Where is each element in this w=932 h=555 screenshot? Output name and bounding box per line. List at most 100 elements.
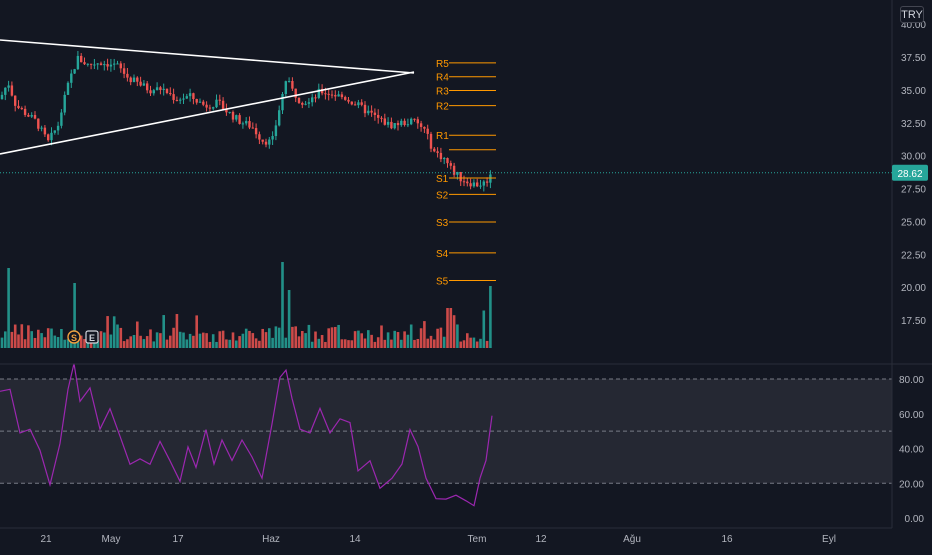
event-marker-circle xyxy=(67,330,81,344)
candle-body xyxy=(241,123,245,125)
candle-body xyxy=(320,88,324,94)
candle-body xyxy=(7,85,10,88)
candle-body xyxy=(192,93,195,100)
volume-bar xyxy=(439,327,443,348)
candle-body xyxy=(294,88,297,98)
volume-bar xyxy=(149,329,152,348)
candle-body xyxy=(185,96,188,99)
currency-button[interactable]: TRY xyxy=(900,6,924,23)
volume-bar xyxy=(301,331,304,348)
volume-bar xyxy=(231,332,235,348)
candle-body xyxy=(106,64,109,67)
volume-bar xyxy=(33,337,37,348)
event-marker-e[interactable]: E xyxy=(85,330,99,344)
candle-body xyxy=(159,87,162,90)
candle-body xyxy=(377,114,380,118)
candle-body xyxy=(390,121,393,129)
candle-body xyxy=(489,174,492,183)
volume-bar xyxy=(340,339,344,348)
candle-body xyxy=(56,125,60,131)
candle-body xyxy=(162,88,165,90)
volume-bar xyxy=(459,341,462,348)
candle-body xyxy=(43,127,47,135)
pivot-label: R5 xyxy=(436,59,449,70)
volume-bar xyxy=(103,332,106,348)
volume-bar xyxy=(327,328,330,348)
candle-body xyxy=(258,134,261,140)
candle-body xyxy=(314,97,317,99)
volume-bar xyxy=(479,338,482,348)
volume-bar xyxy=(63,339,66,348)
candle-body xyxy=(426,128,429,134)
candle-body xyxy=(63,94,66,113)
volume-bar xyxy=(254,338,258,348)
volume-bar xyxy=(86,340,90,348)
volume-bars xyxy=(0,262,492,348)
candle-body xyxy=(142,83,146,86)
candle-body xyxy=(221,100,225,110)
candle-body xyxy=(436,151,439,153)
volume-bar xyxy=(96,340,99,348)
candle-body xyxy=(14,95,17,106)
volume-bar xyxy=(178,331,182,348)
candle-body xyxy=(297,97,301,103)
volume-bar xyxy=(264,332,268,348)
volume-bar xyxy=(66,339,70,348)
candle-body xyxy=(179,99,182,101)
candle-body xyxy=(149,90,152,94)
volume-bar xyxy=(43,337,47,348)
candle-body xyxy=(337,94,340,97)
candle-body xyxy=(423,126,426,129)
candle-body xyxy=(340,94,344,98)
candle-body xyxy=(132,77,136,83)
volume-bar xyxy=(155,332,159,348)
time-tick-label: 21 xyxy=(40,534,52,545)
price-tick-label: 40.00 xyxy=(901,20,926,31)
candle-body xyxy=(291,81,294,89)
volume-bar xyxy=(208,341,212,348)
candle-body xyxy=(334,95,337,97)
volume-bar xyxy=(225,339,228,348)
volume-bar xyxy=(175,314,179,348)
volume-bar xyxy=(373,341,377,348)
rsi-pane[interactable] xyxy=(0,363,892,507)
volume-bar xyxy=(27,325,30,348)
candle-body xyxy=(195,99,198,103)
volume-bar xyxy=(0,337,4,348)
price-tick-label: 22.50 xyxy=(901,250,926,261)
trendlines[interactable] xyxy=(0,39,415,155)
candle-body xyxy=(370,110,373,113)
volume-bar xyxy=(162,315,165,348)
candle-body xyxy=(248,121,251,128)
candle-body xyxy=(208,107,212,109)
candle-body xyxy=(268,139,271,145)
candle-body xyxy=(400,120,403,126)
candle-body xyxy=(410,118,413,125)
volume-bar xyxy=(317,338,321,348)
candle-body xyxy=(4,87,7,95)
candle-body xyxy=(284,81,287,94)
candle-body xyxy=(396,123,400,126)
event-marker-s[interactable]: S xyxy=(67,330,81,344)
candle-body xyxy=(175,99,179,101)
volume-bar xyxy=(99,331,103,348)
volume-bar xyxy=(433,339,436,348)
volume-bar xyxy=(449,308,453,348)
candle-body xyxy=(466,181,469,184)
time-tick-label: 17 xyxy=(172,534,184,545)
candle-body xyxy=(383,118,386,125)
volume-bar xyxy=(116,324,119,348)
volume-bar xyxy=(466,333,469,348)
candle-body xyxy=(116,63,119,65)
candle-body xyxy=(40,127,43,129)
volume-bar xyxy=(423,321,426,348)
candle-body xyxy=(459,172,462,182)
volume-bar xyxy=(357,330,360,348)
upper-trendline xyxy=(0,39,415,74)
volume-bar xyxy=(244,328,248,348)
volume-bar xyxy=(251,333,255,348)
time-tick-label: Eyl xyxy=(822,534,836,545)
